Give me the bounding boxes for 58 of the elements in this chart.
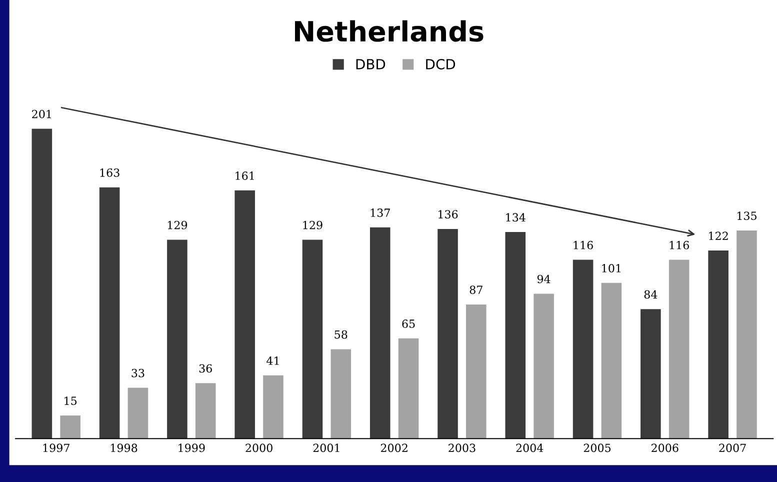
bar [32,128,52,439]
bar [438,228,458,439]
bar [601,282,622,439]
data-label: 137 [370,208,390,217]
bar [466,304,486,439]
data-label: 163 [100,168,120,177]
x-tick-label: 2001 [313,444,340,452]
legend-label: DBD [356,59,386,70]
x-tick-label: 2002 [380,444,408,452]
data-label: 41 [266,356,279,365]
x-tick-label: 1997 [43,444,70,452]
data-label: 58 [334,330,348,339]
data-label: 101 [602,264,620,272]
bar [736,230,757,439]
chart-title: Netherlands [294,20,484,42]
x-tick-label: 1999 [178,444,205,452]
bar [99,187,120,439]
data-label: 87 [470,286,482,294]
bar [398,338,419,439]
data-label: 201 [32,110,51,118]
data-label: 36 [199,364,212,373]
bar [370,227,390,439]
bar [234,190,255,439]
bar [505,232,526,439]
bar [640,309,661,439]
bar [668,260,690,439]
data-label: 84 [644,290,658,299]
bar [534,294,554,439]
legend-label: DCD [426,58,456,70]
data-label: 129 [168,220,188,230]
x-tick-label: 1998 [110,444,138,452]
data-label: 65 [402,320,415,328]
bar [708,250,728,439]
data-label: 135 [737,212,756,220]
data-label: 136 [438,210,458,218]
data-label: 15 [64,396,77,406]
x-tick-label: 2005 [584,444,611,452]
x-tick-label: 2007 [719,444,746,452]
data-label: 33 [132,368,144,378]
bar [128,388,148,439]
data-label: 122 [709,232,728,240]
bar [302,240,323,439]
data-label: 116 [574,240,593,250]
data-label: 116 [670,240,689,250]
bar [167,240,188,439]
x-tick-label: 2003 [448,444,476,452]
data-label: 94 [537,274,550,284]
bar [330,349,352,439]
bar [572,260,594,439]
x-tick-label: 2000 [246,444,272,452]
data-label: 134 [506,213,526,222]
x-tick-label: 2004 [516,444,544,452]
x-tick-label: 2006 [652,444,678,452]
bar [263,375,284,439]
data-label: 161 [236,172,254,180]
data-label: 129 [303,220,322,230]
bar [195,383,216,439]
bar [60,415,80,439]
